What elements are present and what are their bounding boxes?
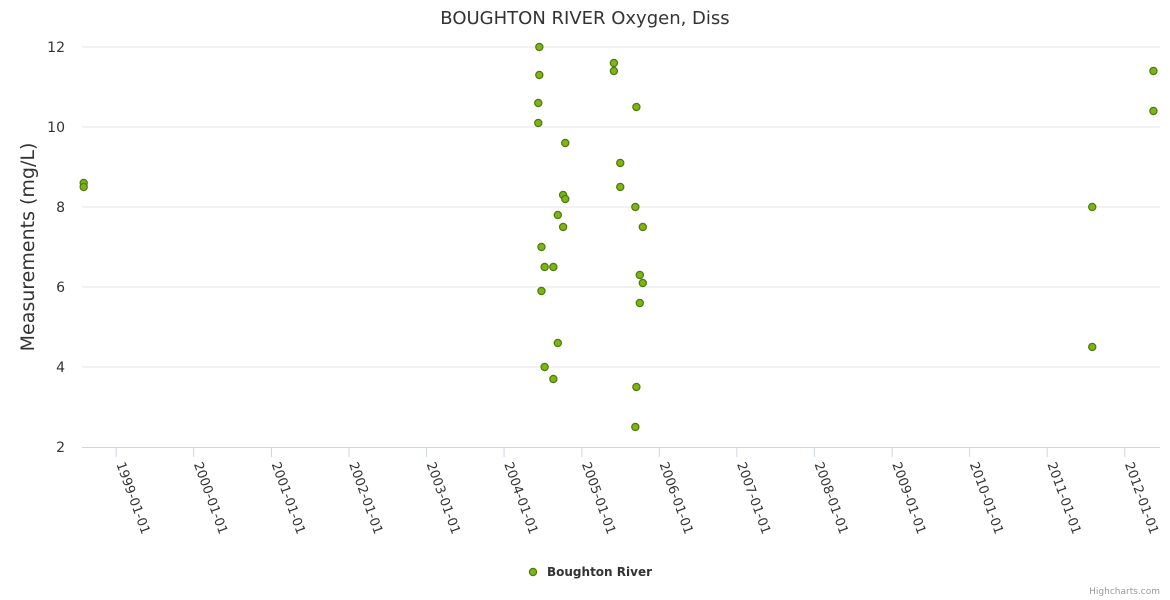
data-point[interactable] bbox=[537, 242, 546, 252]
data-point[interactable] bbox=[632, 382, 641, 392]
y-tick-label: 6 bbox=[56, 280, 65, 296]
data-point[interactable] bbox=[1149, 106, 1158, 116]
data-point[interactable] bbox=[1088, 342, 1097, 352]
y-tick-label: 12 bbox=[47, 40, 65, 56]
y-axis: 2 4 6 8 10 12 bbox=[47, 40, 65, 456]
y-tick-label: 10 bbox=[47, 120, 65, 136]
chart-title: BOUGHTON RIVER Oxygen, Diss bbox=[440, 8, 729, 29]
data-point[interactable] bbox=[535, 42, 544, 52]
y-axis-label: Measurements (mg/L) bbox=[17, 143, 39, 352]
gridlines bbox=[82, 46, 1160, 368]
data-point[interactable] bbox=[535, 70, 544, 80]
data-point[interactable] bbox=[540, 262, 549, 272]
data-point[interactable] bbox=[79, 182, 88, 192]
data-point[interactable] bbox=[632, 102, 641, 112]
y-tick-label: 8 bbox=[56, 200, 65, 216]
y-tick-label: 4 bbox=[56, 360, 65, 376]
data-point[interactable] bbox=[534, 118, 543, 128]
data-point[interactable] bbox=[638, 222, 647, 232]
data-point[interactable] bbox=[609, 66, 619, 76]
series-boughton-river bbox=[79, 42, 1158, 432]
data-point[interactable] bbox=[549, 374, 558, 384]
data-point[interactable] bbox=[549, 262, 558, 272]
data-point[interactable] bbox=[553, 338, 563, 348]
data-point[interactable] bbox=[540, 362, 549, 372]
data-point[interactable] bbox=[638, 278, 647, 288]
data-point[interactable] bbox=[635, 270, 644, 280]
data-point[interactable] bbox=[616, 182, 625, 192]
data-point[interactable] bbox=[561, 194, 570, 204]
data-point[interactable] bbox=[537, 286, 546, 296]
legend-marker[interactable] bbox=[528, 567, 538, 577]
data-point[interactable] bbox=[631, 202, 640, 212]
data-point[interactable] bbox=[558, 222, 568, 232]
data-point[interactable] bbox=[1149, 66, 1158, 76]
data-point[interactable] bbox=[631, 422, 640, 432]
credits-link[interactable]: Highcharts.com bbox=[1089, 587, 1160, 597]
y-tick-label: 2 bbox=[56, 440, 65, 456]
legend-label[interactable]: Boughton River bbox=[547, 565, 652, 579]
data-point[interactable] bbox=[616, 158, 625, 168]
data-point[interactable] bbox=[609, 58, 619, 68]
data-point[interactable] bbox=[534, 98, 543, 108]
data-point[interactable] bbox=[1088, 202, 1097, 212]
data-point[interactable] bbox=[561, 138, 570, 148]
legend[interactable]: Boughton River bbox=[528, 565, 652, 579]
data-point[interactable] bbox=[553, 210, 563, 220]
x-axis bbox=[82, 447, 1160, 457]
data-point[interactable] bbox=[635, 298, 644, 308]
